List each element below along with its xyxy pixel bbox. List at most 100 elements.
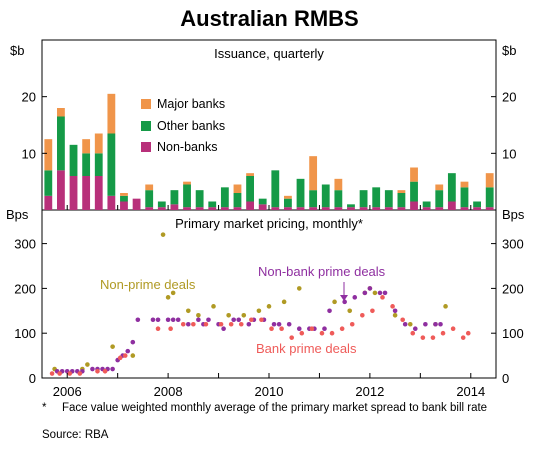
point-non-prime [165, 295, 171, 300]
bar-major-banks [94, 133, 103, 154]
bar-major-banks [309, 156, 318, 191]
point-bank-prime [420, 335, 426, 340]
legend-label-other-banks: Other banks [157, 119, 225, 133]
point-nonbank-prime [130, 339, 136, 345]
point-nonbank-prime [155, 317, 161, 323]
bar-other-banks [359, 190, 368, 208]
bar-non-banks [220, 207, 229, 210]
bar-other-banks [410, 181, 418, 202]
point-bank-prime [95, 368, 100, 374]
x-tick-label: 2008 [154, 384, 183, 399]
point-nonbank-prime [327, 308, 332, 314]
point-bank-prime [191, 321, 196, 327]
bar-non-banks [82, 176, 91, 210]
point-bank-prime [117, 355, 123, 361]
bar-non-banks [183, 207, 191, 210]
point-non-prime [372, 290, 378, 296]
point-nonbank-prime [110, 366, 115, 372]
bar-other-banks [460, 187, 469, 208]
bar-major-banks [284, 195, 292, 199]
point-nonbank-prime [185, 321, 191, 327]
pricing-tick-label-right: 0 [502, 371, 509, 386]
bar-other-banks [195, 190, 204, 208]
point-non-prime [281, 299, 287, 305]
point-non-prime [226, 312, 231, 318]
point-nonbank-prime [438, 321, 443, 327]
point-nonbank-prime [221, 326, 226, 332]
bar-non-banks [157, 207, 166, 210]
point-nonbank-prime [165, 317, 171, 323]
point-bank-prime [218, 321, 224, 327]
bar-major-banks [82, 139, 91, 154]
point-bank-prime [228, 321, 234, 327]
point-non-prime [85, 362, 90, 367]
bar-other-banks [69, 144, 78, 176]
x-tick-label: 2006 [53, 384, 82, 399]
issuance-bars [44, 93, 494, 210]
bar-non-banks [107, 195, 116, 210]
point-bank-prime [450, 326, 456, 332]
bar-other-banks [107, 133, 116, 196]
point-non-prime [407, 321, 413, 327]
bar-non-banks [195, 207, 204, 210]
bar-other-banks [485, 187, 494, 208]
bar-non-banks [208, 207, 217, 210]
point-bank-prime [269, 326, 274, 332]
annotation-arrowhead [340, 295, 348, 301]
point-nonbank-prime [276, 321, 282, 327]
chart-title: Australian RMBS [180, 6, 359, 31]
bar-non-banks [57, 170, 65, 210]
point-bank-prime [203, 321, 209, 327]
bar-other-banks [120, 195, 128, 202]
point-bank-prime [259, 317, 264, 323]
bar-major-banks [435, 184, 444, 191]
bar-non-banks [334, 207, 343, 210]
point-bank-prime [180, 321, 186, 327]
point-nonbank-prime [377, 290, 383, 296]
point-nonbank-prime [423, 321, 428, 327]
bar-non-banks [44, 195, 53, 210]
point-bank-prime [57, 371, 62, 376]
point-non-prime [296, 286, 302, 291]
bar-non-banks [485, 207, 494, 210]
bar-non-banks [397, 207, 406, 210]
bar-other-banks [347, 204, 355, 208]
bar-non-banks [132, 198, 141, 210]
point-bank-prime [380, 295, 385, 300]
issuance-tick-label-right: 10 [502, 146, 516, 161]
point-nonbank-prime [362, 290, 368, 296]
bar-other-banks [145, 190, 154, 208]
point-bank-prime [168, 326, 173, 332]
x-tick-label: 2012 [355, 384, 384, 399]
point-non-prime [196, 312, 201, 318]
bar-non-banks [347, 207, 355, 210]
bar-other-banks [246, 176, 254, 202]
point-bank-prime [370, 308, 375, 314]
bar-major-banks [120, 193, 128, 196]
point-non-prime [110, 344, 115, 349]
point-bank-prime [349, 321, 355, 327]
point-nonbank-prime [382, 290, 388, 296]
point-non-prime [241, 312, 247, 318]
point-bank-prime [289, 335, 295, 340]
bar-other-banks [258, 198, 267, 205]
pricing-tick-label-left: 200 [14, 281, 36, 296]
pricing-tick-label-left: 300 [14, 237, 36, 252]
legend-label-non-banks: Non-banks [157, 140, 217, 154]
bar-non-banks [321, 207, 330, 210]
bar-non-banks [94, 176, 103, 210]
point-nonbank-prime [352, 295, 358, 300]
bar-other-banks [57, 116, 65, 171]
pricing-tick-label-right: 100 [502, 326, 524, 341]
point-nonbank-prime [286, 321, 292, 327]
point-non-prime [256, 308, 262, 314]
point-bank-prime [465, 330, 471, 336]
point-nonbank-prime [271, 321, 277, 327]
pricing-tick-label-right: 300 [502, 237, 524, 252]
bar-non-banks [473, 207, 481, 210]
bar-major-banks [44, 139, 53, 171]
bar-non-banks [384, 207, 393, 210]
pricing-tick-label-left: 100 [14, 326, 36, 341]
point-non-prime [185, 308, 191, 314]
